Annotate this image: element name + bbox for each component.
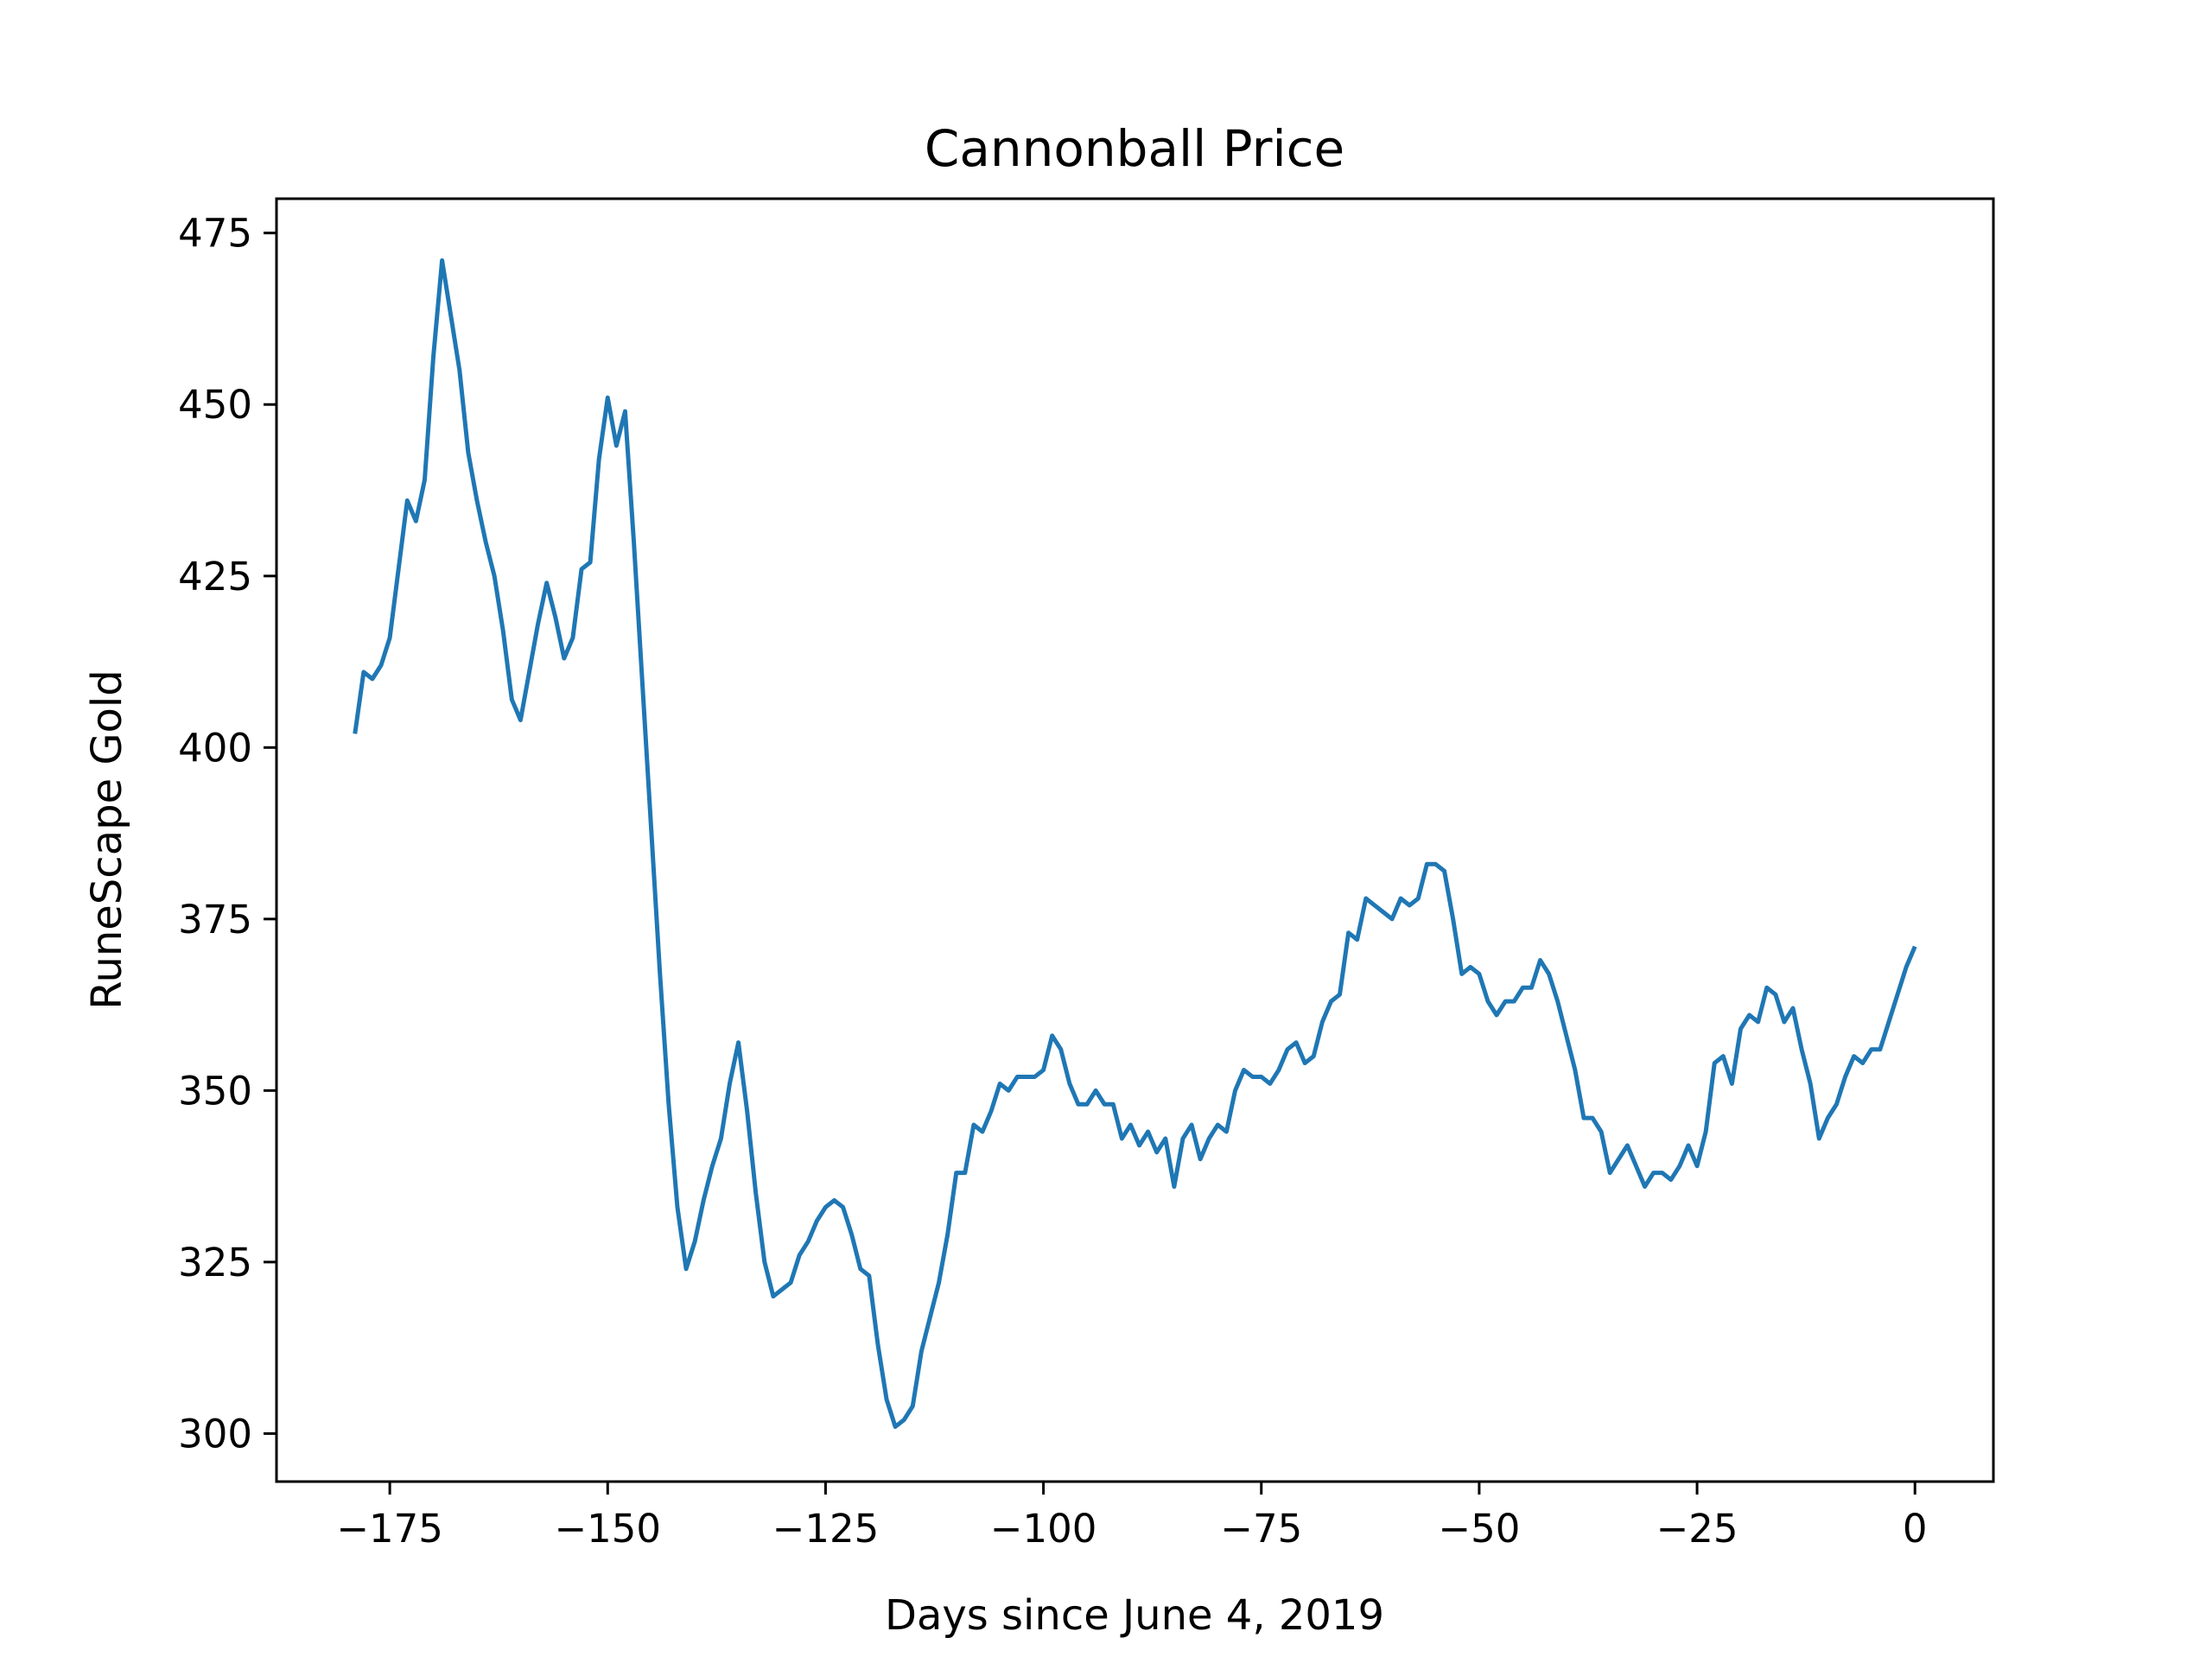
y-tick-label: 325 (178, 1240, 252, 1285)
x-tick-label: −125 (772, 1506, 880, 1552)
y-tick-label: 425 (178, 554, 252, 600)
x-tick-label: −175 (336, 1506, 443, 1552)
y-axis-ticks: 300 325 350 375 400 425 450 475 (178, 211, 276, 1457)
y-tick-label: 450 (178, 382, 252, 428)
y-tick-label: 300 (178, 1411, 252, 1457)
x-tick-label: −25 (1656, 1506, 1738, 1552)
x-axis-ticks: −175 −150 −125 −100 −75 −50 −25 0 (336, 1482, 1928, 1552)
chart-title: Cannonball Price (925, 119, 1344, 178)
y-tick-label: 475 (178, 211, 252, 257)
y-tick-label: 400 (178, 725, 252, 771)
x-axis-label: Days since June 4, 2019 (885, 1591, 1384, 1640)
y-axis-label: RuneScape Gold (83, 670, 131, 1009)
x-tick-label: −75 (1220, 1506, 1302, 1552)
plot-area (353, 257, 1917, 1429)
axes-frame (275, 197, 1995, 1483)
x-tick-label: −100 (990, 1506, 1097, 1552)
x-tick-label: 0 (1903, 1506, 1928, 1552)
x-tick-label: −150 (554, 1506, 661, 1552)
y-tick-label: 350 (178, 1068, 252, 1114)
y-tick-label: 375 (178, 897, 252, 943)
x-tick-label: −50 (1438, 1506, 1520, 1552)
series-line-0 (353, 257, 1917, 1429)
